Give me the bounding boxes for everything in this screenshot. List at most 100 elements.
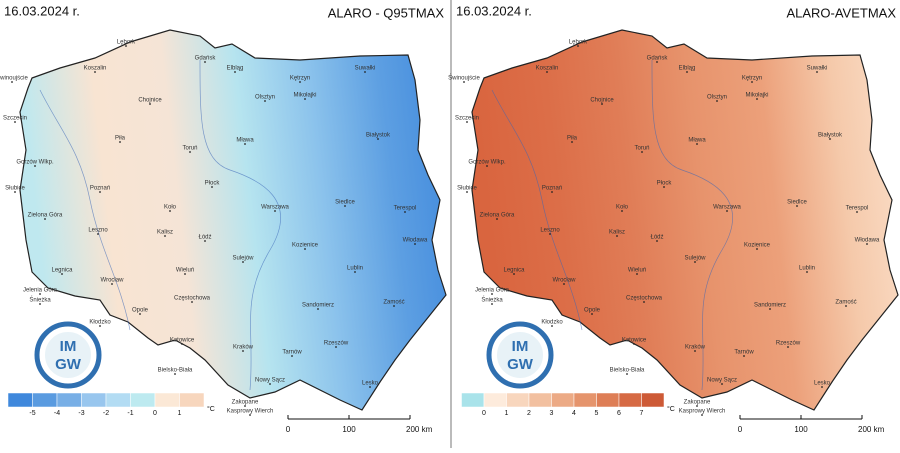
city-label: Świnoujście	[0, 74, 29, 82]
city-label: Bielsko-Biała	[610, 368, 645, 374]
map-panel: Lębork Gdańsk Elbląg Kętrzyn Suwałki Świnoujś…	[0, 3, 447, 434]
city-label: Piła	[115, 136, 126, 142]
city-label: Zakopane	[684, 400, 711, 406]
city-dot	[636, 273, 638, 275]
legend-tick-label: 2	[527, 410, 531, 417]
city-dot	[377, 138, 379, 140]
legend-swatch	[56, 392, 82, 408]
city-dot	[641, 151, 643, 153]
city-dot	[643, 301, 645, 303]
legend-swatch	[483, 392, 507, 408]
city-label: Śnieżka	[29, 296, 51, 304]
city-dot	[164, 235, 166, 237]
legend-tick-label: 6	[617, 410, 621, 417]
logo-text: IM	[60, 338, 77, 355]
city-dot	[696, 143, 698, 145]
city-dot	[856, 211, 858, 213]
city-dot	[61, 273, 63, 275]
city-dot	[242, 261, 244, 263]
city-dot	[244, 405, 246, 407]
city-label: Słubice	[457, 186, 477, 192]
city-label: Szczecin	[455, 116, 479, 122]
city-dot	[191, 301, 193, 303]
city-dot	[14, 191, 16, 193]
city-label: Łódź	[650, 235, 663, 241]
city-label: Gdańsk	[647, 56, 669, 62]
city-dot	[616, 235, 618, 237]
legend-swatch	[551, 392, 575, 408]
city-label: Wieluń	[628, 268, 646, 274]
city-dot	[304, 98, 306, 100]
city-label: Gdańsk	[195, 56, 217, 62]
river	[651, 59, 733, 391]
scale-label: 0	[738, 425, 743, 434]
city-label: Słubice	[5, 186, 25, 192]
city-label: Terespol	[394, 206, 417, 212]
city-label: Kętrzyn	[290, 76, 310, 82]
city-label: Kętrzyn	[742, 76, 762, 82]
city-label: Chojnice	[590, 98, 614, 104]
city-label: Zakopane	[232, 400, 259, 406]
city-dot	[829, 138, 831, 140]
city-dot	[806, 271, 808, 273]
legend-swatch	[105, 392, 131, 408]
city-dot	[466, 121, 468, 123]
city-label: Olsztyn	[707, 95, 727, 101]
city-dot	[44, 218, 46, 220]
legend-swatch	[461, 392, 485, 408]
city-dot	[304, 248, 306, 250]
city-dot	[39, 303, 41, 305]
city-label: Wrocław	[101, 278, 125, 284]
map-title: ALARO - Q95TMAX	[328, 5, 445, 20]
city-label: Kasprowy Wierch	[227, 409, 274, 415]
city-dot	[204, 61, 206, 63]
legend-swatch	[32, 392, 58, 408]
city-dot	[601, 103, 603, 105]
city-label: Opole	[132, 308, 149, 314]
city-dot	[656, 61, 658, 63]
city-label: Suwałki	[807, 66, 828, 72]
city-dot	[34, 165, 36, 167]
city-dot	[571, 141, 573, 143]
legend-swatch	[641, 392, 665, 408]
city-label: Sandomierz	[302, 303, 334, 309]
city-dot	[204, 240, 206, 242]
city-dot	[694, 350, 696, 352]
legend-tick-label: 5	[595, 410, 599, 417]
scale-label: 200 km	[858, 425, 885, 434]
city-label: Wieluń	[176, 268, 194, 274]
city-label: Mikołajki	[745, 93, 768, 99]
city-label: Kraków	[233, 345, 254, 351]
city-dot	[721, 383, 723, 385]
city-dot	[99, 191, 101, 193]
city-label: Koło	[616, 205, 629, 211]
city-dot	[291, 355, 293, 357]
city-label: Warszawa	[713, 205, 741, 211]
city-dot	[496, 218, 498, 220]
city-dot	[845, 305, 847, 307]
city-label: Suwałki	[355, 66, 376, 72]
city-dot	[633, 343, 635, 345]
city-dot	[491, 303, 493, 305]
city-label: Terespol	[846, 206, 869, 212]
logo-text: GW	[507, 356, 534, 373]
map-title: ALARO-AVETMAX	[786, 5, 896, 20]
city-dot	[726, 210, 728, 212]
city-dot	[696, 405, 698, 407]
city-label: Toruń	[634, 146, 649, 152]
city-label: Poznań	[542, 186, 562, 192]
city-dot	[169, 210, 171, 212]
city-label: Bielsko-Biała	[158, 368, 193, 374]
scale-label: 200 km	[406, 425, 433, 434]
city-label: Kalisz	[157, 230, 173, 236]
city-label: Jelenia Góra	[475, 288, 510, 294]
city-label: Kozienice	[744, 243, 771, 249]
city-dot	[97, 233, 99, 235]
city-label: Mława	[688, 138, 706, 144]
city-dot	[317, 308, 319, 310]
city-dot	[414, 243, 416, 245]
city-label: Leszno	[88, 228, 108, 234]
city-label: Katowice	[170, 338, 195, 344]
logo-inner	[495, 330, 545, 380]
city-dot	[264, 100, 266, 102]
